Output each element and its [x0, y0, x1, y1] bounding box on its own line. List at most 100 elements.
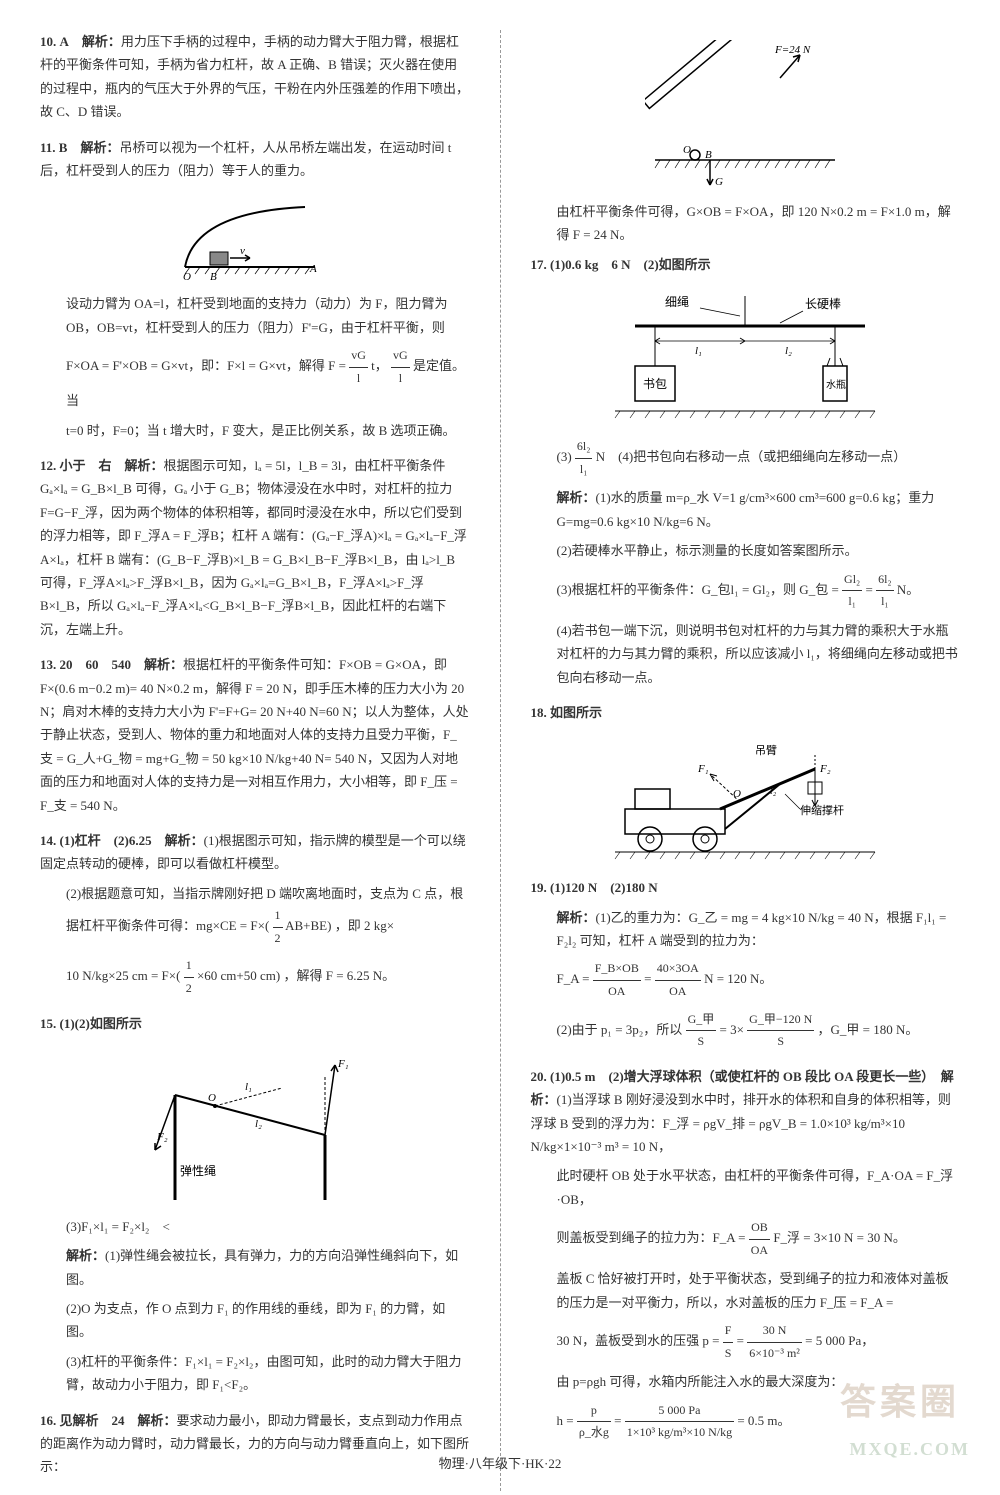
q17-diagram: 细绳 长硬棒 书包 水瓶 l₁ [531, 286, 961, 426]
q15-p3: (3)杠杆的平衡条件：F₁×l₁ = F₂×l₂，由图可知，此时的动力臂大于阻力… [40, 1350, 470, 1397]
q13: 13. 20 60 540 解析：根据杠杆的平衡条件可知：F×OB = G×OA… [40, 653, 470, 817]
q14-t2: (2)根据题意可知，当指示牌刚好把 D 端吹离地面时，支点为 C 点，根据杠杆平… [40, 882, 470, 950]
svg-text:l₂: l₂ [785, 345, 792, 357]
q17-p1: (1)水的质量 m=ρ_水 V=1 g/cm³×600 cm³=600 g=0.… [557, 490, 935, 528]
q15-ans: (1)(2)如图所示 [60, 1016, 142, 1031]
q11-label: 解析： [80, 140, 119, 155]
svg-text:弹性绳: 弹性绳 [180, 1164, 216, 1178]
svg-text:F=24 N: F=24 N [774, 44, 811, 56]
svg-text:长硬棒: 长硬棒 [805, 297, 841, 311]
q20-p4: 盖板 C 恰好被打开时，处于平衡状态，受到绳子的拉力和液体对盖板的压力是一对平衡… [531, 1267, 961, 1314]
svg-text:v: v [240, 245, 245, 257]
q13-label: 解析： [144, 657, 183, 672]
q16cont-text: 由杠杆平衡条件可得，G×OB = F×OA，即 120 N×0.2 m = F×… [531, 200, 961, 247]
svg-text:F₂: F₂ [156, 1131, 168, 1143]
q14-num: 14. [40, 833, 56, 848]
q14: 14. (1)杠杆 (2)6.25 解析：(1)根据图示可知，指示牌的模型是一个… [40, 829, 470, 1000]
q19: 19. (1)120 N (2)180 N 解析：(1)乙的重力为：G_乙 = … [531, 876, 961, 1053]
q14-t3: 10 N/kg×25 cm = F×( 12 ×60 cm+50 cm) ，解得… [40, 955, 470, 999]
svg-text:F₁: F₁ [337, 1058, 349, 1070]
q20-p5: 30 N，盖板受到水的压强 p = FS = 30 N6×10⁻³ m² = 5… [531, 1320, 961, 1364]
q17-ans: (1)0.6 kg 6 N (2)如图所示 [550, 257, 711, 272]
svg-text:O: O [208, 1092, 216, 1104]
q16-ans: 见解析 24 [60, 1413, 125, 1428]
q10-label: 解析： [82, 34, 121, 49]
q15-diagram: O F₁ l₁ F₂ l₂ 弹性绳 [40, 1045, 470, 1205]
svg-text:书包: 书包 [643, 377, 667, 391]
q17-p4: (4)若书包一端下沉，则说明书包对杠杆的力与其力臂的乘积大于水瓶对杠杆的力与其力… [531, 619, 961, 689]
svg-text:F₁: F₁ [697, 763, 709, 775]
column-separator [500, 30, 501, 1491]
q19-p1: (1)乙的重力为：G_乙 = mg = 4 kg×10 N/kg = 40 N，… [557, 910, 947, 948]
q10: 10. A 解析：用力压下手柄的过程中，手柄的动力臂大于阻力臂，根据杠杆的平衡条… [40, 30, 470, 124]
content-columns: 10. A 解析：用力压下手柄的过程中，手柄的动力臂大于阻力臂，根据杠杆的平衡条… [40, 30, 960, 1491]
q16-label: 解析： [138, 1413, 177, 1428]
svg-text:l₁: l₁ [695, 345, 702, 357]
q16-num: 16. [40, 1413, 56, 1428]
q20-p3: 则盖板受到绳子的拉力为：F_A = OBOA F_浮 = 3×10 N = 30… [531, 1217, 961, 1261]
q19-p3: (2)由于 p₁ = 3p₂，所以 G_甲S = 3× G_甲−120 NS ，… [531, 1009, 961, 1053]
q11-diagram: v O B A [40, 192, 470, 282]
q12-text: 根据图示可知，lₐ = 5l，l_B = 3l，由杠杆平衡条件 Gₐ×lₐ = … [40, 458, 467, 637]
q11: 11. B 解析：吊桥可以视为一个杠杆，人从吊桥左端出发，在运动时间 t 后，杠… [40, 136, 470, 443]
left-column: 10. A 解析：用力压下手柄的过程中，手柄的动力臂大于阻力臂，根据杠杆的平衡条… [40, 30, 470, 1491]
q18: 18. 如图所示 吊臂 伸缩撑杆 O F₁ [531, 701, 961, 864]
svg-text:l₂: l₂ [770, 786, 777, 797]
svg-text:A: A [309, 263, 317, 275]
q19-num: 19. [531, 880, 547, 895]
q11-p3: t=0 时，F=0；当 t 增大时，F 变大，是正比例关系，故 B 选项正确。 [40, 419, 470, 442]
right-column: O G B F=24 N 由杠杆平衡条件可得，G×OB = F×OA，即 120… [531, 30, 961, 1491]
q19-label: 解析： [557, 910, 596, 925]
q15: 15. (1)(2)如图所示 O F₁ l₁ F₂ l₂ [40, 1012, 470, 1397]
q11-ans: B [59, 140, 68, 155]
q17-t3: (3) 6l₂l₁ N (4)把书包向右移动一点（或把细绳向左移动一点） [531, 436, 961, 480]
q15-p1: (1)弹性绳会被拉长，具有弹力，力的方向沿弹性绳斜向下，如图。 [66, 1248, 458, 1286]
svg-text:l₁: l₁ [245, 1081, 252, 1093]
q15-num: 15. [40, 1016, 56, 1031]
q17-p3: (3)根据杠杆的平衡条件：G_包l₁ = Gl₂，则 G_包 = Gl₂l₁ =… [531, 569, 961, 613]
q13-text: 根据杠杆的平衡条件可知：F×OB = G×OA，即 F×(0.6 m−0.2 m… [40, 657, 469, 812]
svg-text:O: O [183, 271, 191, 282]
q18-diagram: 吊臂 伸缩撑杆 O F₁ F₂ l₂ [531, 734, 961, 864]
svg-text:G: G [715, 176, 723, 188]
q17-num: 17. [531, 257, 547, 272]
q12-ans: 小于 右 [60, 458, 112, 473]
q18-num: 18. [531, 705, 547, 720]
q14-ans: (1)杠杆 (2)6.25 [60, 833, 152, 848]
svg-text:伸缩撑杆: 伸缩撑杆 [800, 803, 844, 817]
q13-ans: 20 60 540 [60, 657, 132, 672]
svg-text:O: O [683, 144, 691, 156]
q18-ans: 如图所示 [550, 705, 602, 720]
svg-text:F₂: F₂ [819, 763, 831, 775]
svg-text:O: O [733, 788, 741, 800]
q19-ans: (1)120 N (2)180 N [550, 880, 658, 895]
q20-p2: 此时硬杆 OB 处于水平状态，由杠杆的平衡条件可得，F_A·OA = F_浮·O… [531, 1164, 961, 1211]
q17-p2: (2)若硬棒水平静止，标示测量的长度如答案图所示。 [531, 539, 961, 562]
q14-label: 解析： [165, 833, 204, 848]
svg-text:吊臂: 吊臂 [755, 744, 777, 757]
watermark-1: 答案圈 [840, 1370, 960, 1435]
q17: 17. (1)0.6 kg 6 N (2)如图所示 细绳 长硬棒 书包 [531, 253, 961, 689]
svg-text:l₂: l₂ [255, 1118, 262, 1130]
q20-ans: (1)0.5 m (2)增大浮球体积（或使杠杆的 OB 段比 OA 段更长一些） [550, 1069, 928, 1084]
q13-num: 13. [40, 657, 56, 672]
q12: 12. 小于 右 解析：根据图示可知，lₐ = 5l，l_B = 3l，由杠杆平… [40, 454, 470, 641]
watermark-2: MXQE.COM [850, 1433, 970, 1465]
q10-ans: A [60, 34, 69, 49]
q20-p1: (1)当浮球 B 刚好浸没到水中时，排开水的体积和自身的体积相等，则浮球 B 受… [531, 1092, 951, 1154]
q16-diagram: O G B F=24 N [531, 40, 961, 190]
svg-text:B: B [705, 149, 712, 161]
q11-num: 11. [40, 140, 56, 155]
q11-p1: 设动力臂为 OA=l，杠杆受到地面的支持力（动力）为 F，阻力臂为 OB，OB=… [40, 292, 470, 339]
q12-num: 12. [40, 458, 56, 473]
q20-num: 20. [531, 1069, 547, 1084]
q17-label: 解析： [557, 490, 596, 505]
svg-text:水瓶: 水瓶 [826, 378, 846, 391]
q10-num: 10. [40, 34, 56, 49]
q19-p2: F_A = F_B×OBOA = 40×3OAOA N = 120 N。 [531, 958, 961, 1002]
q15-label: 解析： [66, 1248, 105, 1263]
svg-text:细绳: 细绳 [665, 295, 689, 309]
q11-p2: F×OA = F'×OB = G×vt，即：F×l = G×vt，解得 F = … [40, 345, 470, 413]
q12-label: 解析： [125, 458, 164, 473]
q15-t3: (3)F₁×l₁ = F₂×l₂ < [40, 1215, 470, 1238]
